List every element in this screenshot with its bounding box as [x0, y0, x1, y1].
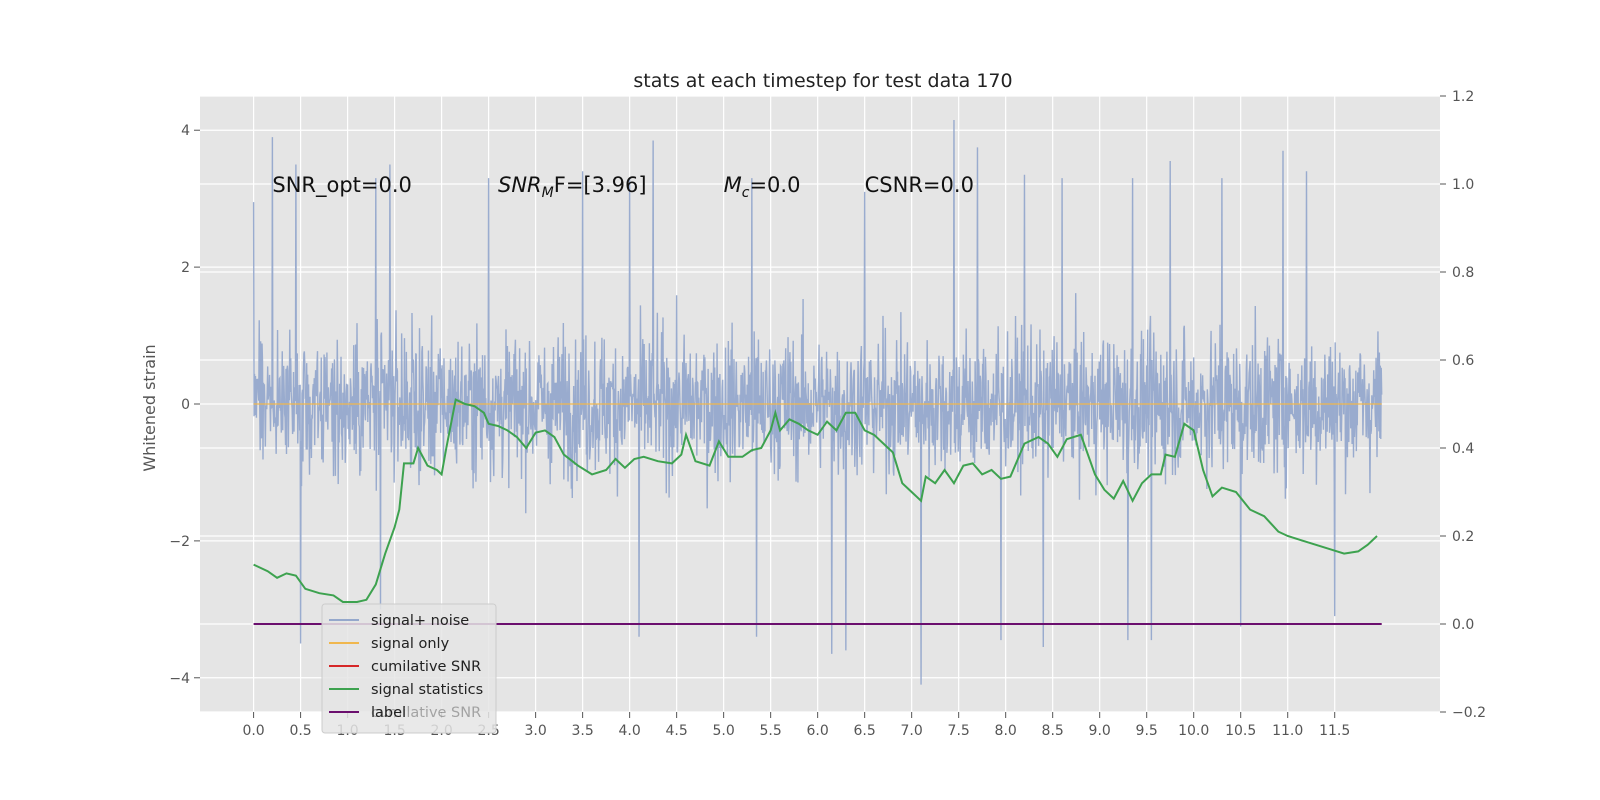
annotation-mc-suffix: =0.0	[749, 173, 800, 197]
legend-entry: cumilative SNR	[371, 659, 481, 675]
y2-tick-label: 0.2	[1452, 529, 1474, 545]
series-signal-statistics	[253, 398, 1378, 603]
y-tick-label: −4	[169, 671, 190, 687]
axes: 0.00.51.01.52.02.53.03.54.04.55.05.56.06…	[169, 89, 1486, 739]
annotation-snr-mf-suffix: F=[3.96]	[554, 173, 647, 197]
x-tick-label: 3.0	[524, 723, 546, 739]
y2-tick-label: −0.2	[1452, 705, 1486, 721]
y-tick-label: 0	[181, 397, 190, 413]
x-tick-label: 7.5	[948, 723, 970, 739]
annotation-snr-opt: SNR_opt=0.0	[272, 173, 412, 198]
x-tick-label: 8.5	[1042, 723, 1064, 739]
x-tick-label: 5.0	[713, 723, 735, 739]
y-tick-label: 4	[181, 123, 190, 139]
x-tick-label: 5.5	[760, 723, 782, 739]
x-tick-label: 7.0	[901, 723, 923, 739]
legend-entry: label	[371, 705, 406, 721]
legend-box	[321, 603, 497, 734]
x-tick-label: 9.0	[1089, 723, 1111, 739]
annotations: SNR_opt=0.0 SNRMF=[3.96] Mc=0.0 CSNR=0.0	[272, 173, 974, 201]
legend-ghost-text: cumilative SNR	[371, 705, 481, 721]
x-tick-label: 10.0	[1178, 723, 1209, 739]
y-tick-label: 2	[181, 260, 190, 276]
x-tick-label: 11.0	[1272, 723, 1303, 739]
x-tick-label: 9.5	[1136, 723, 1158, 739]
annotation-snr-mf-sub: M	[542, 185, 554, 201]
legend-entry: signal only	[371, 636, 450, 652]
chart-title: stats at each timestep for test data 170	[633, 70, 1012, 92]
annotation-mc-prefix: M	[724, 173, 742, 197]
y2-tick-label: 0.8	[1452, 265, 1474, 281]
y2-tick-label: 0.0	[1452, 617, 1474, 633]
series-signal-plus-noise	[252, 119, 1383, 685]
x-tick-label: 3.5	[571, 723, 593, 739]
x-tick-label: 6.5	[854, 723, 876, 739]
annotation-snr-mf-prefix: SNR	[498, 173, 542, 197]
x-tick-label: 0.5	[289, 723, 311, 739]
y2-tick-label: 1.0	[1452, 177, 1474, 193]
y2-tick-label: 0.6	[1452, 353, 1474, 369]
x-tick-label: 6.0	[807, 723, 829, 739]
y2-tick-label: 0.4	[1452, 441, 1474, 457]
legend-entry: signal+ noise	[371, 613, 469, 629]
x-tick-label: 8.0	[995, 723, 1017, 739]
annotation-mc-sub: c	[742, 185, 750, 201]
annotation-mc: Mc=0.0	[724, 173, 801, 201]
x-tick-label: 0.0	[242, 723, 264, 739]
x-tick-label: 4.0	[618, 723, 640, 739]
x-tick-label: 4.5	[666, 723, 688, 739]
y2-tick-label: 1.2	[1452, 89, 1474, 105]
x-tick-label: 10.5	[1225, 723, 1256, 739]
legend: cumilative SNR signal+ noise signal only c…	[321, 603, 497, 734]
y-axis-label: Whitened strain	[140, 344, 159, 471]
signal-plus-noise-line	[252, 119, 1383, 685]
x-tick-label: 11.5	[1319, 723, 1350, 739]
annotation-csnr: CSNR=0.0	[865, 173, 974, 197]
y-tick-label: −2	[169, 534, 190, 550]
annotation-snr-mf: SNRMF=[3.96]	[498, 173, 647, 201]
legend-entry: signal statistics	[371, 682, 483, 698]
